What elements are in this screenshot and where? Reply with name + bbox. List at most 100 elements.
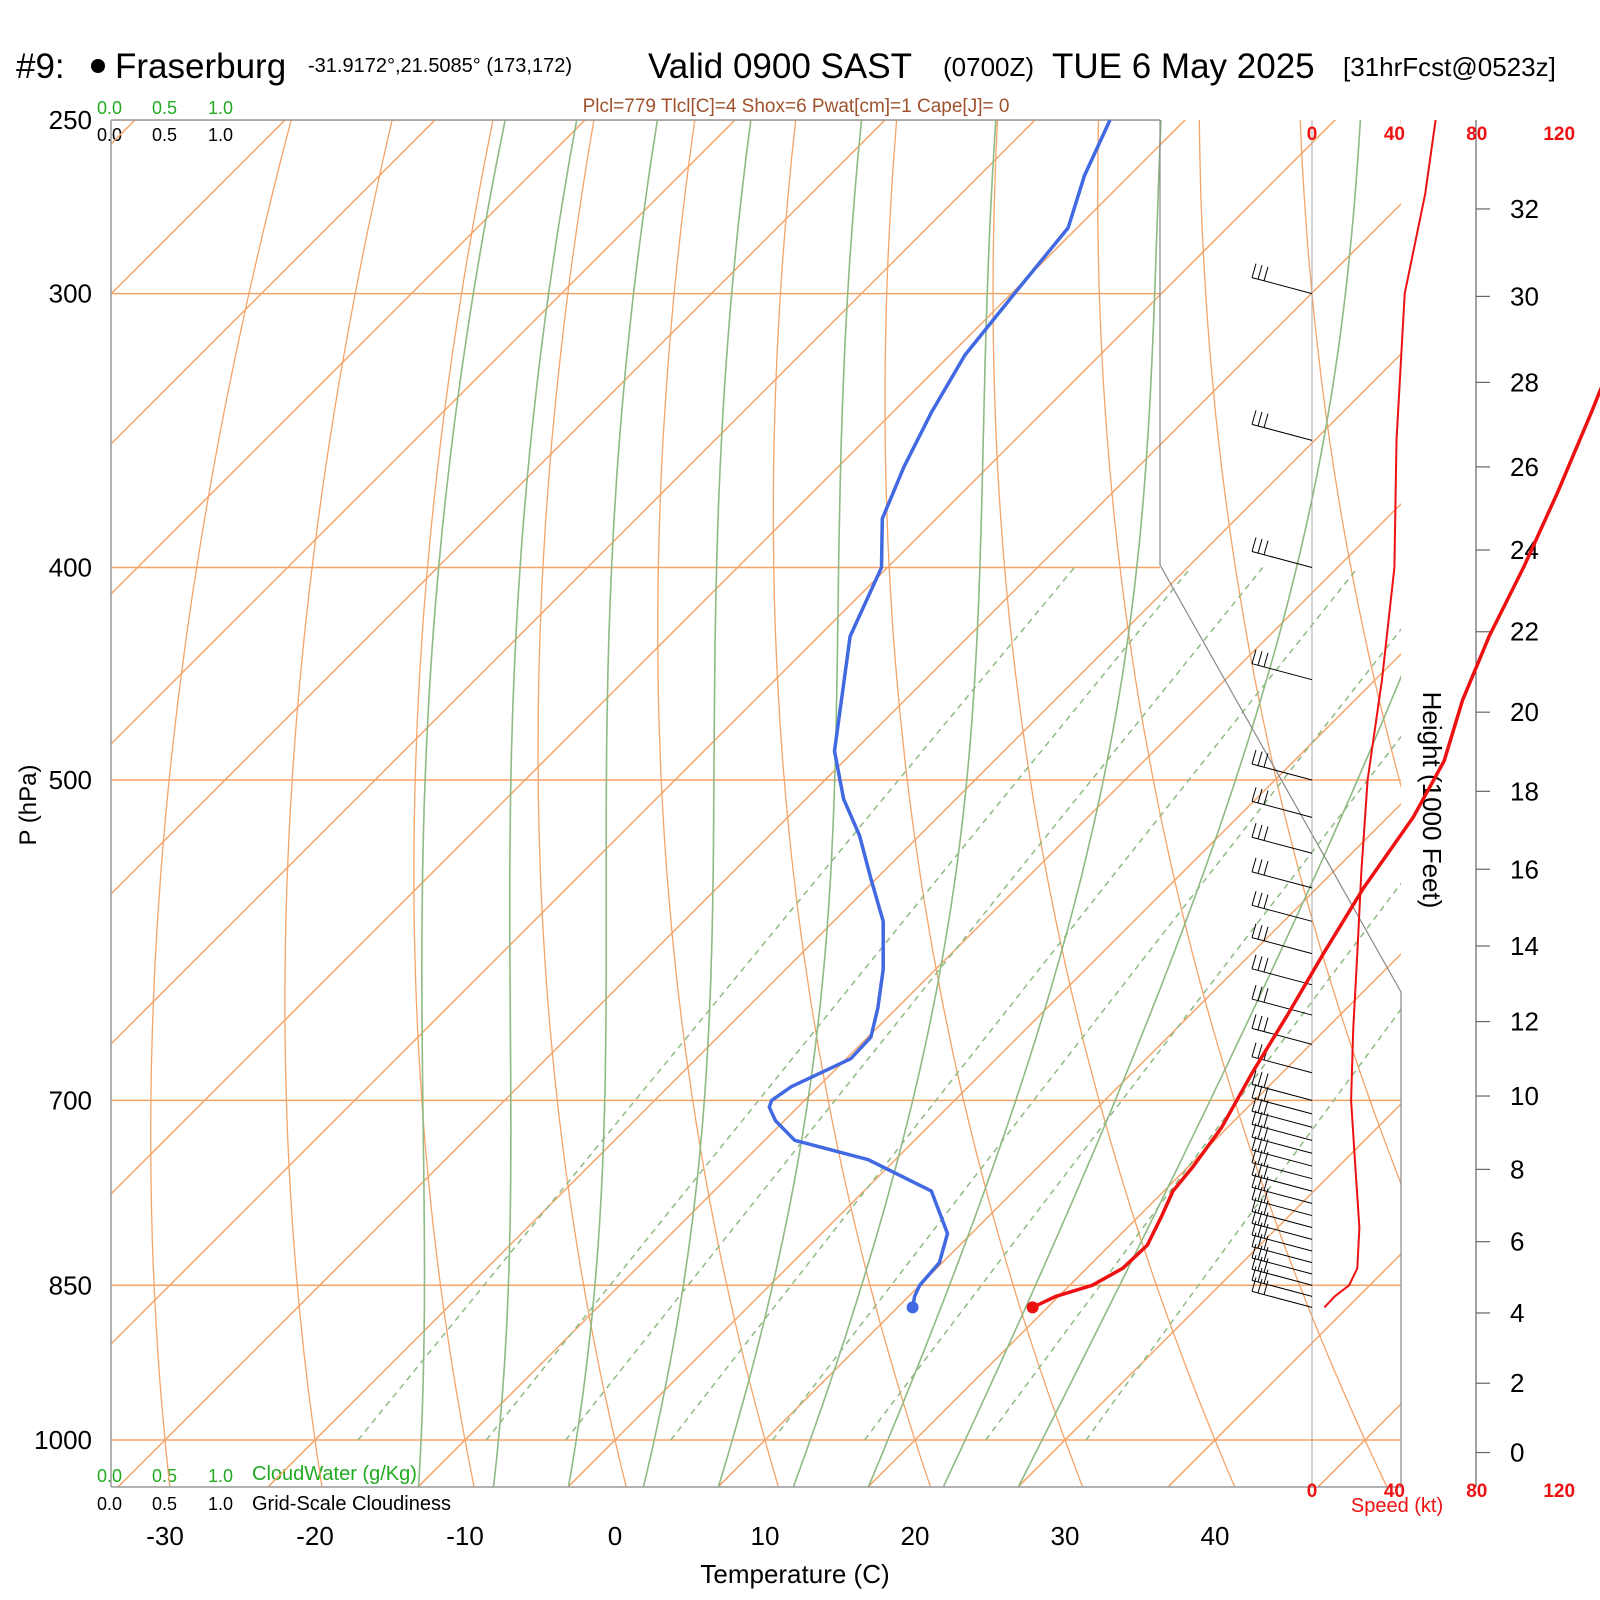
wind-barb-feather xyxy=(1251,1255,1257,1270)
wind-barb-staff xyxy=(1251,1279,1313,1297)
height-tick-label: 20 xyxy=(1510,697,1539,727)
wind-barbs xyxy=(1251,263,1313,1308)
valid-date: TUE 6 May 2025 xyxy=(1052,47,1315,86)
height-tick-label: 8 xyxy=(1510,1154,1524,1184)
wind-barb-feather xyxy=(1257,824,1263,840)
wind-barb-feather xyxy=(1263,1247,1269,1262)
wind-barb-feather xyxy=(1257,1210,1263,1226)
wind-barb-staff xyxy=(1251,1097,1313,1115)
wind-barb-feather xyxy=(1263,1086,1269,1102)
dry-adiabat-line xyxy=(657,120,779,1487)
wind-barb-feather xyxy=(1257,892,1263,908)
mixing-ratio-line xyxy=(565,567,1264,1441)
wind-barb-staff xyxy=(1251,423,1313,441)
wind-barb-staff xyxy=(1251,904,1313,922)
isotherm-line xyxy=(418,502,1401,1487)
wind-barb-feather xyxy=(1257,1111,1263,1127)
wind-barb xyxy=(1251,787,1313,818)
cw-top-0: 0.0 xyxy=(97,98,122,118)
cloud-bot-2: 1.0 xyxy=(208,1494,233,1514)
speed-tick-label: 40 xyxy=(1384,1481,1405,1502)
wind-barb-feather xyxy=(1251,1042,1257,1057)
isotherm-line xyxy=(868,952,1401,1487)
pressure-tick-label: 850 xyxy=(49,1270,92,1300)
wind-barb-staff xyxy=(1251,1211,1313,1229)
pressure-axis: 250 300 400 500 700 850 1000 xyxy=(34,105,92,1455)
wind-barb xyxy=(1251,1014,1313,1045)
wind-barb-feather xyxy=(1251,923,1257,938)
temperature-tick-label: -20 xyxy=(296,1521,334,1551)
cw-bot-2: 1.0 xyxy=(208,1466,233,1486)
mixing-ratio-line xyxy=(1085,1007,1401,1441)
wind-barb-staff xyxy=(1251,1110,1313,1128)
wind-barb-feather xyxy=(1263,266,1269,281)
wind-barb xyxy=(1251,1255,1313,1286)
dry-adiabat-line xyxy=(413,120,494,1487)
wind-barb-feather xyxy=(1251,984,1257,1000)
dewpoint-surface-dot xyxy=(906,1301,919,1314)
cw-bot-0: 0.0 xyxy=(97,1466,122,1486)
wind-barb-feather xyxy=(1263,1100,1269,1115)
cloudiness-scale-top: 0.0 0.5 1.0 xyxy=(97,125,233,145)
wind-barb-feather xyxy=(1251,537,1257,552)
height-tick-label: 12 xyxy=(1510,1007,1539,1037)
wind-barb xyxy=(1251,1209,1313,1240)
height-tick-label: 28 xyxy=(1510,367,1539,397)
mixing-ratio-line xyxy=(485,567,1192,1441)
wind-barb-feather xyxy=(1257,1278,1263,1294)
wind-barb-feather xyxy=(1263,1235,1269,1250)
wind-barb-staff xyxy=(1251,1186,1313,1204)
dry-adiabat-line xyxy=(284,120,393,1487)
isotherm-line xyxy=(111,120,1337,1346)
isotherm-line xyxy=(1318,1402,1401,1487)
moist-adiabat-line xyxy=(492,120,578,1487)
wind-barb-feather xyxy=(1251,1220,1257,1236)
station-dot-icon xyxy=(91,59,105,73)
wind-barb-feather xyxy=(1257,1245,1263,1260)
isotherm-line xyxy=(111,120,1037,1046)
wind-barb-staff xyxy=(1251,1174,1313,1192)
speed-tick-label: 80 xyxy=(1466,124,1487,145)
moist-adiabat-line xyxy=(942,120,1362,1487)
wind-barb-feather xyxy=(1251,891,1257,906)
height-tick-label: 6 xyxy=(1510,1227,1524,1257)
wind-barb-feather xyxy=(1251,823,1257,838)
station-name: Fraserburg xyxy=(115,47,286,86)
wind-barb-feather xyxy=(1257,1085,1263,1100)
wind-barb-feather xyxy=(1257,1015,1263,1031)
dry-adiabat-line xyxy=(537,120,627,1487)
wind-barb-staff xyxy=(1251,1257,1313,1275)
wind-barb-feather xyxy=(1251,263,1257,278)
wind-barb-feather xyxy=(1257,956,1263,971)
wind-barb-feather xyxy=(1263,753,1269,768)
thermo-background-lines xyxy=(111,120,1401,1487)
wind-barb-staff xyxy=(1251,1083,1313,1101)
isotherm-line xyxy=(268,352,1401,1487)
wind-barb xyxy=(1251,1070,1313,1101)
wind-barb-feather xyxy=(1251,1110,1257,1125)
speed-tick-label: 120 xyxy=(1543,124,1575,145)
wind-barb-feather xyxy=(1251,1243,1257,1259)
wind-barb-staff xyxy=(1251,1027,1313,1045)
station-number: #9: xyxy=(16,47,65,86)
cloudwater-scale-bottom: 0.0 0.5 1.0 CloudWater (g/Kg) xyxy=(97,1463,417,1486)
wind-barb-feather xyxy=(1257,859,1263,874)
wind-barb xyxy=(1251,954,1313,986)
cw-top-1: 0.5 xyxy=(152,98,177,118)
moist-adiabat-line xyxy=(417,120,507,1487)
wind-barb-feather xyxy=(1251,1232,1257,1247)
wind-barb-feather xyxy=(1257,1267,1263,1283)
wind-barb xyxy=(1251,823,1313,854)
temperature-axis-label: Temperature (C) xyxy=(700,1559,889,1589)
dry-adiabat-line xyxy=(1198,120,1401,1186)
wind-barb-staff xyxy=(1251,998,1313,1016)
pressure-tick-label: 700 xyxy=(49,1085,92,1115)
temperature-tick-label: 10 xyxy=(751,1521,780,1551)
speed-tick-label: 80 xyxy=(1466,1481,1487,1502)
wind-barb xyxy=(1251,537,1313,569)
height-tick-label: 22 xyxy=(1510,617,1539,647)
isotherm-line xyxy=(111,120,887,896)
